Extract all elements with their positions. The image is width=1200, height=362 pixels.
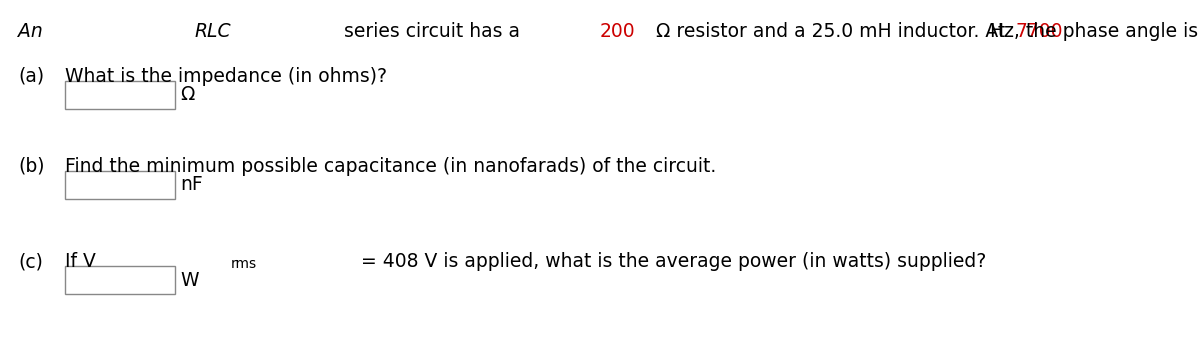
- Text: Hz, the phase angle is 45.0°.: Hz, the phase angle is 45.0°.: [984, 22, 1200, 41]
- Text: Ω: Ω: [180, 85, 194, 105]
- Text: (b): (b): [18, 157, 44, 176]
- Text: (a): (a): [18, 67, 44, 86]
- FancyBboxPatch shape: [65, 81, 175, 109]
- FancyBboxPatch shape: [65, 171, 175, 199]
- Text: W: W: [180, 270, 198, 290]
- FancyBboxPatch shape: [65, 266, 175, 294]
- Text: What is the impedance (in ohms)?: What is the impedance (in ohms)?: [65, 67, 386, 86]
- Text: = 408 V is applied, what is the average power (in watts) supplied?: = 408 V is applied, what is the average …: [355, 252, 986, 271]
- Text: If V: If V: [65, 252, 96, 271]
- Text: An: An: [18, 22, 49, 41]
- Text: Find the minimum possible capacitance (in nanofarads) of the circuit.: Find the minimum possible capacitance (i…: [65, 157, 716, 176]
- Text: RLC: RLC: [194, 22, 232, 41]
- Text: rms: rms: [232, 257, 257, 271]
- Text: 200: 200: [600, 22, 635, 41]
- Text: 7700: 7700: [1015, 22, 1063, 41]
- Text: Ω resistor and a 25.0 mH inductor. At: Ω resistor and a 25.0 mH inductor. At: [650, 22, 1012, 41]
- Text: (c): (c): [18, 252, 43, 271]
- Text: series circuit has a: series circuit has a: [337, 22, 526, 41]
- Text: nF: nF: [180, 176, 203, 194]
